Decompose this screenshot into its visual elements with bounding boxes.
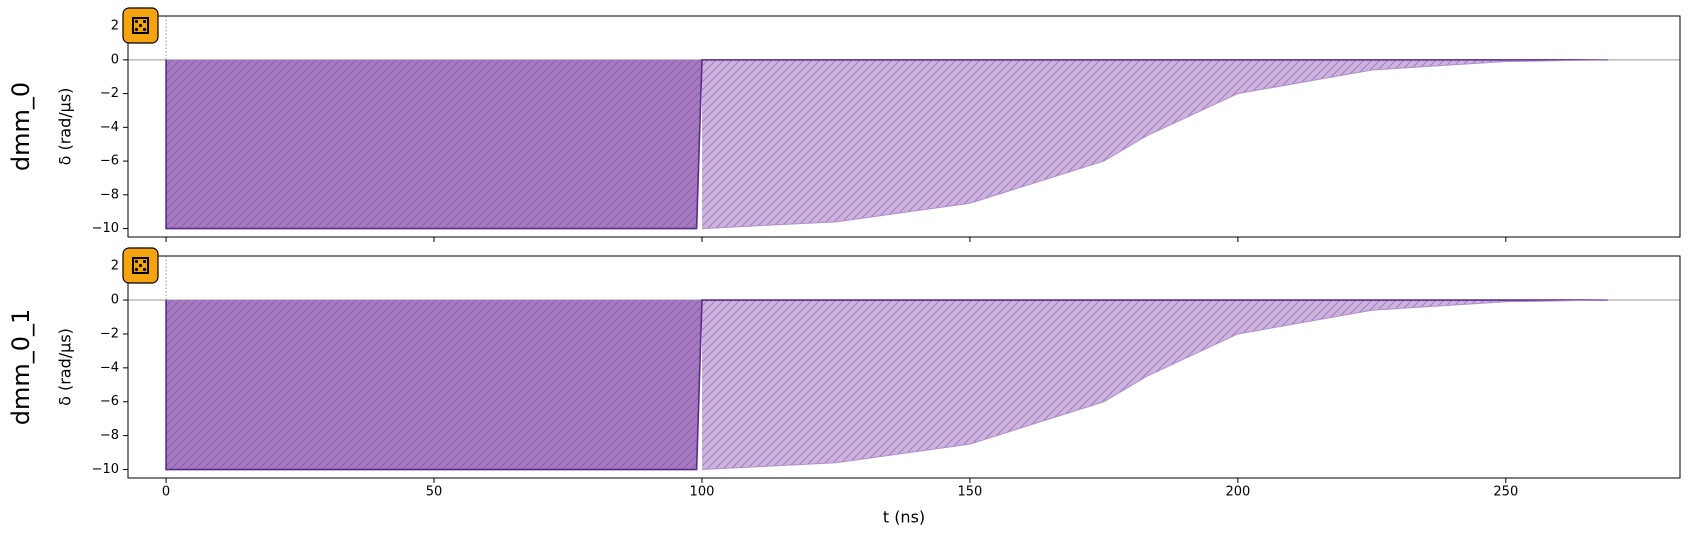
series-line — [701, 59, 1608, 230]
channel-label: dmm_0 — [7, 82, 35, 171]
y-tick-label: 0 — [111, 52, 119, 67]
axes-frame — [127, 255, 1681, 479]
dice-pip — [138, 23, 143, 28]
dice-pip — [142, 19, 147, 24]
area-hatch — [701, 300, 1608, 470]
dice-icon — [122, 247, 159, 284]
y-tick-label: 0 — [111, 293, 119, 308]
dice-pip — [138, 263, 143, 268]
y-tick-label: −2 — [100, 86, 119, 101]
y-axis-label: δ (rad/µs) — [56, 328, 75, 406]
x-tick-label: 150 — [958, 485, 983, 500]
x-tick-label: 0 — [162, 485, 170, 500]
y-tick-label: −6 — [100, 154, 119, 169]
y-tick-label: −8 — [100, 187, 119, 202]
area-hatch — [166, 59, 1608, 229]
dice-face — [132, 257, 149, 274]
y-tick-label: 2 — [111, 259, 119, 274]
series-line — [165, 299, 1608, 471]
dice-pip — [142, 27, 147, 32]
area-hatch — [701, 59, 1608, 229]
y-tick-label: 2 — [111, 19, 119, 34]
axes-frame — [127, 15, 1681, 238]
y-tick-label: −10 — [92, 462, 119, 477]
x-axis-label: t (ns) — [883, 508, 925, 527]
series-line — [701, 299, 1608, 471]
y-tick-label: −4 — [100, 120, 119, 135]
dice-pip — [134, 27, 139, 32]
y-tick-label: −10 — [92, 221, 119, 236]
y-tick-label: −2 — [100, 326, 119, 341]
dice-pip — [142, 259, 147, 264]
y-axis-label: δ (rad/µs) — [56, 88, 75, 166]
series-line — [165, 59, 1608, 230]
x-tick-label: 50 — [426, 485, 443, 500]
dice-face — [132, 17, 149, 34]
dice-pip — [134, 267, 139, 272]
x-tick-label: 100 — [690, 485, 715, 500]
x-tick-label: 200 — [1225, 485, 1250, 500]
dice-icon — [122, 7, 159, 44]
dice-pip — [134, 19, 139, 24]
channel-label: dmm_0_1 — [7, 309, 35, 426]
area-hatch — [166, 300, 1608, 470]
dice-pip — [142, 267, 147, 272]
y-tick-label: −4 — [100, 360, 119, 375]
dice-pip — [134, 259, 139, 264]
y-tick-label: −8 — [100, 428, 119, 443]
x-tick-label: 250 — [1493, 485, 1518, 500]
y-tick-label: −6 — [100, 394, 119, 409]
